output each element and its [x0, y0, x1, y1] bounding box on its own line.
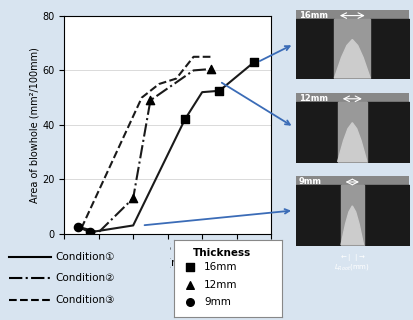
Point [74, 224, 81, 229]
Text: 12mm: 12mm [204, 280, 237, 290]
Text: $\leftarrow$|  |$\rightarrow$: $\leftarrow$| |$\rightarrow$ [338, 252, 365, 263]
Text: 9mm: 9mm [298, 178, 321, 187]
Y-axis label: Area of blowhole (mm²/100mm): Area of blowhole (mm²/100mm) [29, 47, 39, 203]
Polygon shape [333, 39, 370, 78]
Point [370, 143, 377, 148]
Text: Condition①: Condition① [55, 252, 114, 262]
Point [181, 117, 188, 122]
Point [207, 67, 214, 72]
Text: 16mm: 16mm [298, 11, 327, 20]
Text: Condition②: Condition② [55, 273, 114, 284]
Text: 9mm: 9mm [204, 297, 230, 307]
Point [130, 196, 136, 201]
Text: Thickness: Thickness [193, 248, 251, 258]
Point [216, 88, 222, 93]
Point [250, 60, 256, 65]
X-axis label: L$_{Root}$ (mm): L$_{Root}$ (mm) [138, 256, 197, 270]
Point [87, 230, 93, 235]
Text: $L_{Root}$(mm): $L_{Root}$(mm) [334, 261, 369, 272]
Text: 12mm: 12mm [298, 94, 327, 103]
Polygon shape [337, 123, 366, 162]
Text: Condition③: Condition③ [55, 295, 114, 305]
Polygon shape [340, 206, 363, 245]
Text: 16mm: 16mm [204, 262, 237, 272]
Point [147, 98, 153, 103]
